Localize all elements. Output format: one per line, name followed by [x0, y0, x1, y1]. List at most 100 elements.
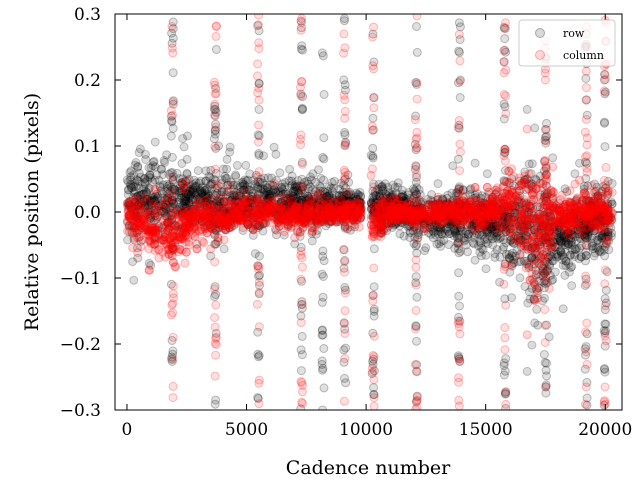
data-point — [562, 220, 572, 229]
data-point — [409, 216, 419, 226]
outlier-point — [542, 371, 551, 381]
data-point — [435, 206, 445, 215]
data-point — [492, 224, 502, 234]
data-point — [501, 238, 511, 248]
data-point — [413, 205, 422, 214]
data-point — [604, 213, 614, 223]
data-point — [393, 195, 403, 205]
data-point — [564, 228, 574, 238]
data-point — [561, 261, 571, 271]
data-point — [304, 198, 314, 208]
data-point — [212, 189, 222, 198]
outlier-point — [319, 383, 329, 393]
data-point — [453, 233, 462, 243]
data-point — [530, 214, 540, 224]
data-point — [377, 228, 387, 238]
outlier-point — [211, 45, 221, 54]
outlier-point — [318, 251, 328, 261]
data-point — [324, 207, 334, 217]
data-point — [512, 231, 522, 241]
data-point — [229, 184, 239, 194]
data-point — [441, 211, 451, 221]
data-point — [521, 263, 531, 273]
data-point — [530, 241, 540, 251]
data-point — [425, 220, 435, 230]
data-point — [125, 210, 135, 219]
data-point — [176, 224, 186, 234]
outlier-point — [254, 352, 263, 362]
data-point — [594, 217, 604, 227]
outlier-point — [454, 46, 464, 56]
data-point — [337, 190, 347, 200]
data-point — [290, 214, 300, 224]
data-point — [297, 206, 307, 216]
data-point — [470, 158, 480, 168]
data-point — [258, 211, 268, 220]
data-point — [124, 185, 134, 195]
data-point — [527, 340, 537, 350]
data-point — [470, 190, 480, 200]
data-point — [181, 198, 191, 208]
data-point — [565, 250, 575, 260]
data-point — [128, 228, 137, 238]
outlier-point — [412, 22, 421, 31]
data-point — [257, 178, 267, 188]
data-point — [428, 215, 437, 225]
data-point — [493, 203, 503, 213]
data-point — [372, 217, 382, 227]
data-point — [199, 191, 209, 201]
data-point — [560, 218, 570, 228]
data-point — [175, 209, 185, 219]
data-point — [391, 218, 401, 228]
data-point — [474, 241, 483, 251]
data-point — [179, 214, 189, 224]
data-point — [180, 196, 190, 206]
data-point — [600, 222, 610, 232]
data-point — [307, 226, 317, 236]
data-point — [515, 250, 525, 260]
data-point — [327, 210, 337, 220]
data-point — [164, 203, 174, 213]
data-point — [126, 181, 136, 191]
data-point — [148, 199, 158, 209]
outlier-point — [454, 268, 464, 278]
data-point — [222, 154, 232, 164]
data-point — [191, 205, 201, 215]
data-point — [397, 185, 407, 195]
data-point — [538, 222, 548, 232]
data-point — [564, 259, 574, 269]
outlier-point — [319, 344, 329, 353]
data-point — [453, 238, 463, 248]
data-point — [234, 211, 244, 221]
data-point — [502, 249, 511, 259]
data-point — [184, 214, 194, 224]
data-point — [307, 197, 317, 207]
data-point — [462, 226, 471, 236]
data-point — [404, 213, 414, 223]
data-point — [463, 199, 473, 209]
data-point — [452, 224, 462, 234]
data-point — [499, 219, 509, 229]
data-point — [555, 235, 565, 245]
data-point — [516, 241, 526, 251]
data-point — [545, 261, 555, 271]
data-point — [341, 197, 351, 207]
data-point — [569, 210, 579, 220]
data-point — [307, 209, 316, 219]
data-point — [222, 164, 232, 174]
outlier-point — [499, 99, 509, 109]
data-point — [130, 221, 140, 231]
data-point — [214, 194, 224, 204]
data-point — [160, 193, 170, 203]
data-point — [286, 181, 296, 191]
data-point — [540, 214, 550, 224]
data-point — [312, 200, 322, 210]
data-point — [508, 259, 518, 269]
data-point — [200, 186, 210, 196]
data-point — [550, 267, 560, 277]
data-point — [389, 208, 398, 218]
data-point — [495, 277, 505, 287]
outlier-point — [254, 150, 264, 160]
outlier-point — [254, 251, 264, 261]
data-point — [154, 253, 164, 263]
